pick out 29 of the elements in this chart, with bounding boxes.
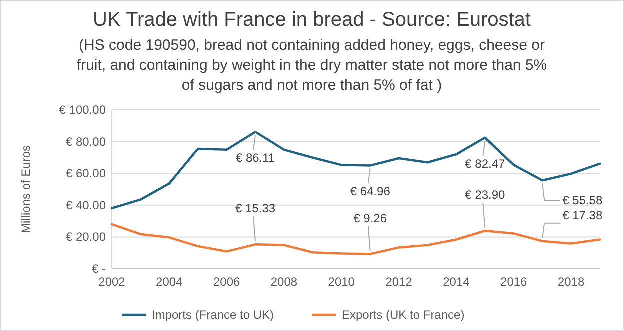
legend-label: Exports (UK to France) — [342, 308, 465, 322]
chart-title: UK Trade with France in bread - Source: Eurostat — [93, 9, 532, 31]
data-label: € 82.47 — [465, 156, 506, 171]
data-label: € 23.90 — [465, 188, 506, 202]
y-tick-label: € 40.00 — [66, 198, 106, 212]
x-tick-label: 2012 — [386, 275, 413, 289]
x-tick-label: 2014 — [443, 275, 470, 289]
y-tick-label: € 80.00 — [66, 134, 106, 149]
x-tick-label: 2018 — [558, 275, 585, 289]
data-label: € 15.33 — [236, 202, 276, 216]
x-tick-label: 2016 — [500, 275, 528, 289]
y-axis-title: Millions of Euros — [19, 145, 33, 234]
data-label: € 64.96 — [350, 184, 391, 199]
y-tick-label: € 60.00 — [66, 166, 106, 181]
legend-label: Imports (France to UK) — [152, 308, 274, 322]
chart-subtitle: (HS code 190590, bread not containing added honey, eggs, cheese or fruit, and containing by weight in the dry matter state not more than 5% of sugars and not more than 5% of fat ) — [76, 37, 548, 94]
x-tick-label: 2006 — [213, 275, 240, 289]
data-label: € 9.26 — [354, 211, 388, 226]
x-tick-label: 2002 — [98, 275, 126, 289]
x-tick-label: 2008 — [270, 275, 298, 289]
x-tick-label: 2010 — [328, 275, 356, 289]
data-label: € 17.38 — [562, 208, 603, 222]
y-tick-label: € 20.00 — [66, 230, 106, 244]
data-label: € 86.11 — [236, 151, 276, 166]
y-tick-label: € - — [92, 262, 106, 276]
data-label: € 55.58 — [562, 194, 603, 208]
x-tick-label: 2004 — [156, 275, 184, 289]
line-series — [110, 223, 602, 256]
y-tick-label: € 100.00 — [59, 103, 106, 117]
